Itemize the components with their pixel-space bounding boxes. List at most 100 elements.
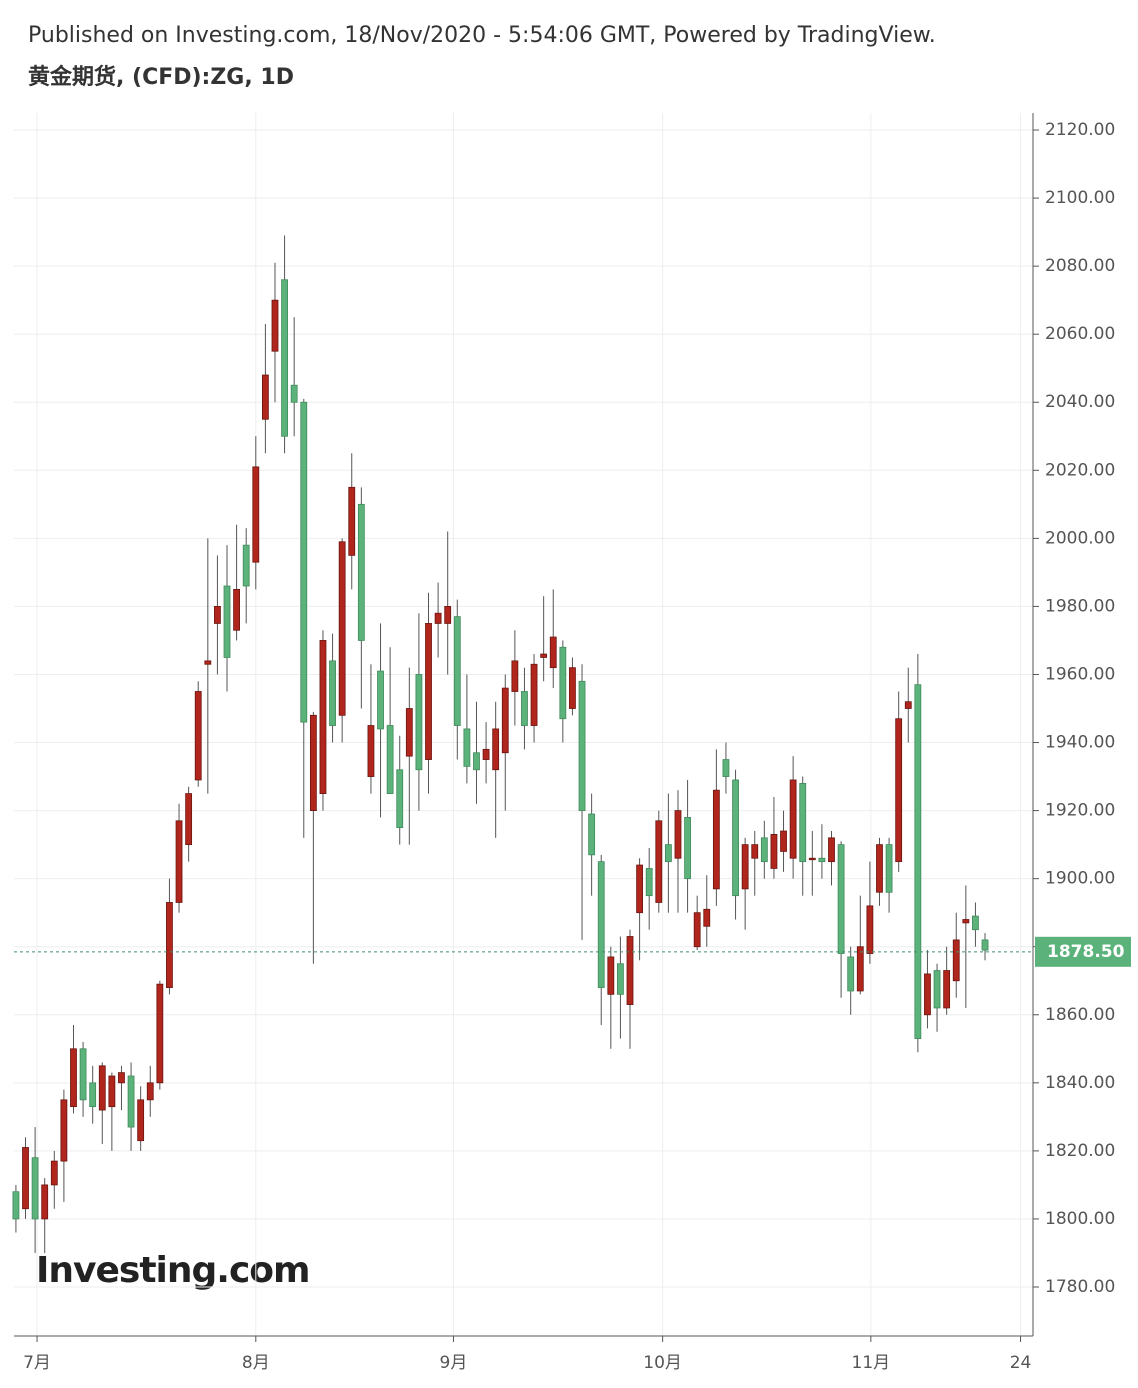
candle-body [684,816,691,880]
y-tick-label: 2000.00 [1045,528,1115,548]
candle-body [338,541,346,716]
candle-body [60,1099,68,1162]
candle-body [895,718,903,863]
candle-body [252,466,260,563]
candle-body [233,589,241,631]
candle-body [271,299,279,352]
y-tick-label: 2100.00 [1045,188,1115,208]
y-tick-label: 1920.00 [1045,801,1115,821]
candle-body [904,701,912,709]
candle-body [885,844,893,893]
candle-body [674,810,682,859]
y-tick-label: 1800.00 [1045,1209,1115,1229]
candle-body [386,725,394,794]
candle-body [463,728,471,767]
candle-body [981,939,989,951]
candle-body [751,844,759,859]
watermark: Investing.com [36,1250,310,1291]
candle-body [578,680,586,811]
candle-body [664,844,672,863]
candle-body [290,384,298,403]
y-tick-label: 1940.00 [1045,733,1115,753]
candle-body [808,857,816,861]
candle-body [79,1048,87,1101]
candle-body [626,936,634,1005]
candle-body [693,912,701,948]
candle-body [847,956,855,992]
candle-body [876,844,883,893]
y-tick-label: 1840.00 [1045,1073,1115,1093]
candle-body [300,401,308,723]
candle-body [22,1147,29,1210]
candle-body [617,963,624,995]
candle-body [645,868,653,897]
candle-body [242,544,250,587]
candle-body [434,612,442,624]
candle-body [118,1072,125,1084]
x-tick-label: 10月 [643,1353,682,1373]
candle-body [924,973,931,1016]
candle-body [108,1075,116,1108]
candle-body [357,503,365,641]
candle-body [770,834,778,869]
y-tick-label: 1860.00 [1045,1005,1115,1025]
candle-body [261,374,269,420]
candle-body [760,837,768,863]
candle-body [348,486,356,556]
candle-body [146,1082,154,1101]
chart-title: Published on Investing.com, 18/Nov/2020 … [28,23,936,48]
y-tick-label: 2060.00 [1045,324,1115,344]
chart-subtitle: 黄金期货, (CFD):ZG, 1D [28,64,294,90]
candle-body [636,864,644,914]
candle-body [309,714,317,811]
candle-body [137,1099,145,1142]
candle-body [50,1160,58,1186]
y-tick-label: 2080.00 [1045,256,1115,276]
candle-body [521,691,528,726]
y-tick-label: 2020.00 [1045,460,1115,480]
candle-body [329,660,336,726]
candle-body [597,861,605,988]
candle-body [214,606,221,624]
candle-body [166,902,173,988]
x-tick-label: 8月 [242,1353,270,1373]
candle-body [501,687,509,754]
y-tick-label: 1900.00 [1045,869,1115,889]
candle-body [444,606,452,624]
candle-body [837,844,845,954]
candle-body [703,908,711,927]
candle-body [856,946,864,992]
candle-body [540,653,548,658]
candle-body [972,915,979,931]
candle-body [98,1065,106,1111]
candle-body [607,956,615,995]
candle-body [818,857,826,863]
x-tick-label: 9月 [440,1353,468,1373]
x-tick-label: 7月 [23,1353,51,1373]
candle-body [89,1082,97,1108]
candle-body [175,820,183,903]
candle-body [799,782,807,863]
candle-body [933,970,941,1009]
last-price-label: 1878.50 [1047,942,1125,962]
y-tick-label: 2040.00 [1045,392,1115,412]
candle-body [712,789,720,890]
candle-body [588,813,596,856]
candle-body [12,1191,20,1220]
candle-body [415,674,423,771]
candle-body [367,725,375,777]
candle-body [482,748,490,760]
x-tick-label: 11月 [852,1353,891,1373]
candle-body [425,623,432,760]
candle-body [741,844,749,890]
y-tick-label: 1980.00 [1045,596,1115,616]
last-price-box [1035,936,1131,967]
candle-body [194,691,202,781]
candle-body [943,970,951,1009]
candle-body [185,793,193,846]
y-tick-label: 1780.00 [1045,1277,1115,1297]
y-tick-label: 1820.00 [1045,1141,1115,1161]
candle-body [962,919,970,924]
candle-body [952,939,960,982]
